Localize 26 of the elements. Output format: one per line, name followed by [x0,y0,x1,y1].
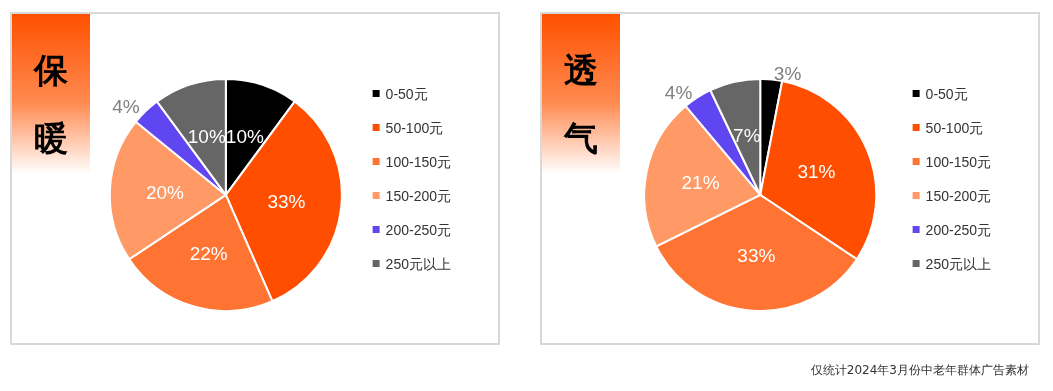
data-label: 22% [189,242,228,264]
legend-label: 200-250元 [925,221,992,238]
legend-label: 150-200元 [925,187,992,204]
data-label: 33% [267,191,306,213]
legend-label: 50-100元 [925,119,984,136]
text: 仅统计2024年3月份中老年群体广告素材 [810,362,1029,379]
legend-label: 0-50元 [925,85,968,102]
legend-label: 250元以上 [925,255,991,272]
legend-label: 150-200元 [385,187,452,204]
data-label: 4% [664,81,693,103]
data-label: 21% [681,171,720,193]
legend-label: 200-250元 [385,221,452,238]
legend-label: 100-150元 [925,153,992,170]
legend-label: 50-100元 [385,119,444,136]
data-label: 33% [737,245,776,267]
data-label: 4% [112,96,140,118]
legend-label: 100-150元 [385,153,452,170]
text: 透气 [563,49,599,160]
legend-label: 0-50元 [385,85,428,102]
legend-label: 250元以上 [385,255,451,272]
data-label: 31% [797,160,836,182]
chart-title: 保暖 [33,49,69,160]
data-label: 20% [145,181,185,203]
data-label: 10% [187,126,226,148]
data-label: 3% [773,63,802,84]
data-label: 10% [225,126,264,148]
